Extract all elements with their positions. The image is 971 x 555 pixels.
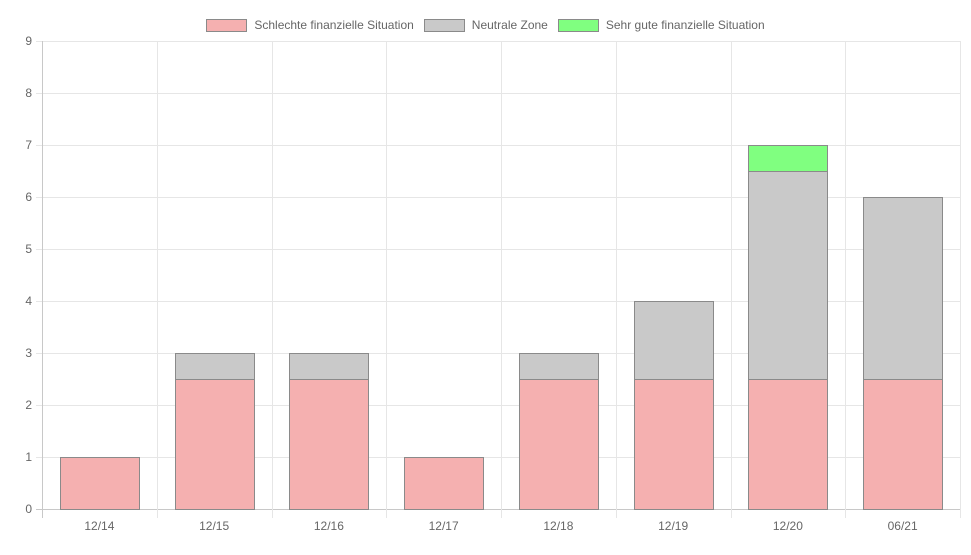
x-tick-label: 12/20	[773, 519, 803, 533]
y-tick-label: 4	[25, 294, 32, 308]
legend-item[interactable]: Neutrale Zone	[424, 18, 549, 32]
legend-item[interactable]: Sehr gute finanzielle Situation	[558, 18, 765, 32]
legend-label: Schlechte finanzielle Situation	[254, 18, 413, 32]
bar-segment[interactable]	[863, 197, 943, 380]
y-tick-label: 8	[25, 86, 32, 100]
bar-segment[interactable]	[175, 379, 255, 510]
bar-segment[interactable]	[519, 353, 599, 380]
legend-label: Neutrale Zone	[472, 18, 548, 32]
bar-segment[interactable]	[289, 353, 369, 380]
legend-swatch	[206, 19, 247, 32]
y-tick-label: 1	[25, 450, 32, 464]
legend-label: Sehr gute finanzielle Situation	[606, 18, 765, 32]
grid	[36, 41, 961, 518]
y-tick-label: 9	[25, 34, 32, 48]
legend-item[interactable]: Schlechte finanzielle Situation	[206, 18, 414, 32]
bar-segment[interactable]	[60, 457, 140, 510]
y-tick-label: 6	[25, 190, 32, 204]
x-tick-label: 12/18	[543, 519, 573, 533]
legend-swatch	[424, 19, 465, 32]
x-axis: 12/14 12/15 12/16 12/17 12/18 12/19 12/20 06/21	[84, 519, 918, 533]
bar-segment[interactable]	[404, 457, 484, 510]
y-tick-label: 7	[25, 138, 32, 152]
bar-segment[interactable]	[748, 379, 828, 510]
bar-segment[interactable]	[634, 379, 714, 510]
x-tick-label: 12/17	[429, 519, 459, 533]
x-tick-label: 12/14	[84, 519, 114, 533]
legend-swatch	[558, 19, 599, 32]
y-tick-label: 5	[25, 242, 32, 256]
bars	[60, 145, 943, 510]
bar-segment[interactable]	[289, 379, 369, 510]
y-axis: 0 1 2 3 4 5 6 7 8 9	[25, 34, 32, 516]
x-tick-label: 12/16	[314, 519, 344, 533]
legend[interactable]: Schlechte finanzielle Situation Neutrale …	[206, 18, 765, 32]
bar-segment[interactable]	[519, 379, 599, 510]
x-tick-label: 12/15	[199, 519, 229, 533]
bar-segment[interactable]	[863, 379, 943, 510]
y-tick-label: 2	[25, 398, 32, 412]
bar-segment[interactable]	[634, 301, 714, 380]
bar-segment[interactable]	[748, 145, 828, 172]
y-tick-label: 0	[25, 502, 32, 516]
bar-segment[interactable]	[175, 353, 255, 380]
y-tick-label: 3	[25, 346, 32, 360]
x-tick-label: 12/19	[658, 519, 688, 533]
x-tick-label: 06/21	[888, 519, 918, 533]
bar-segment[interactable]	[748, 171, 828, 380]
